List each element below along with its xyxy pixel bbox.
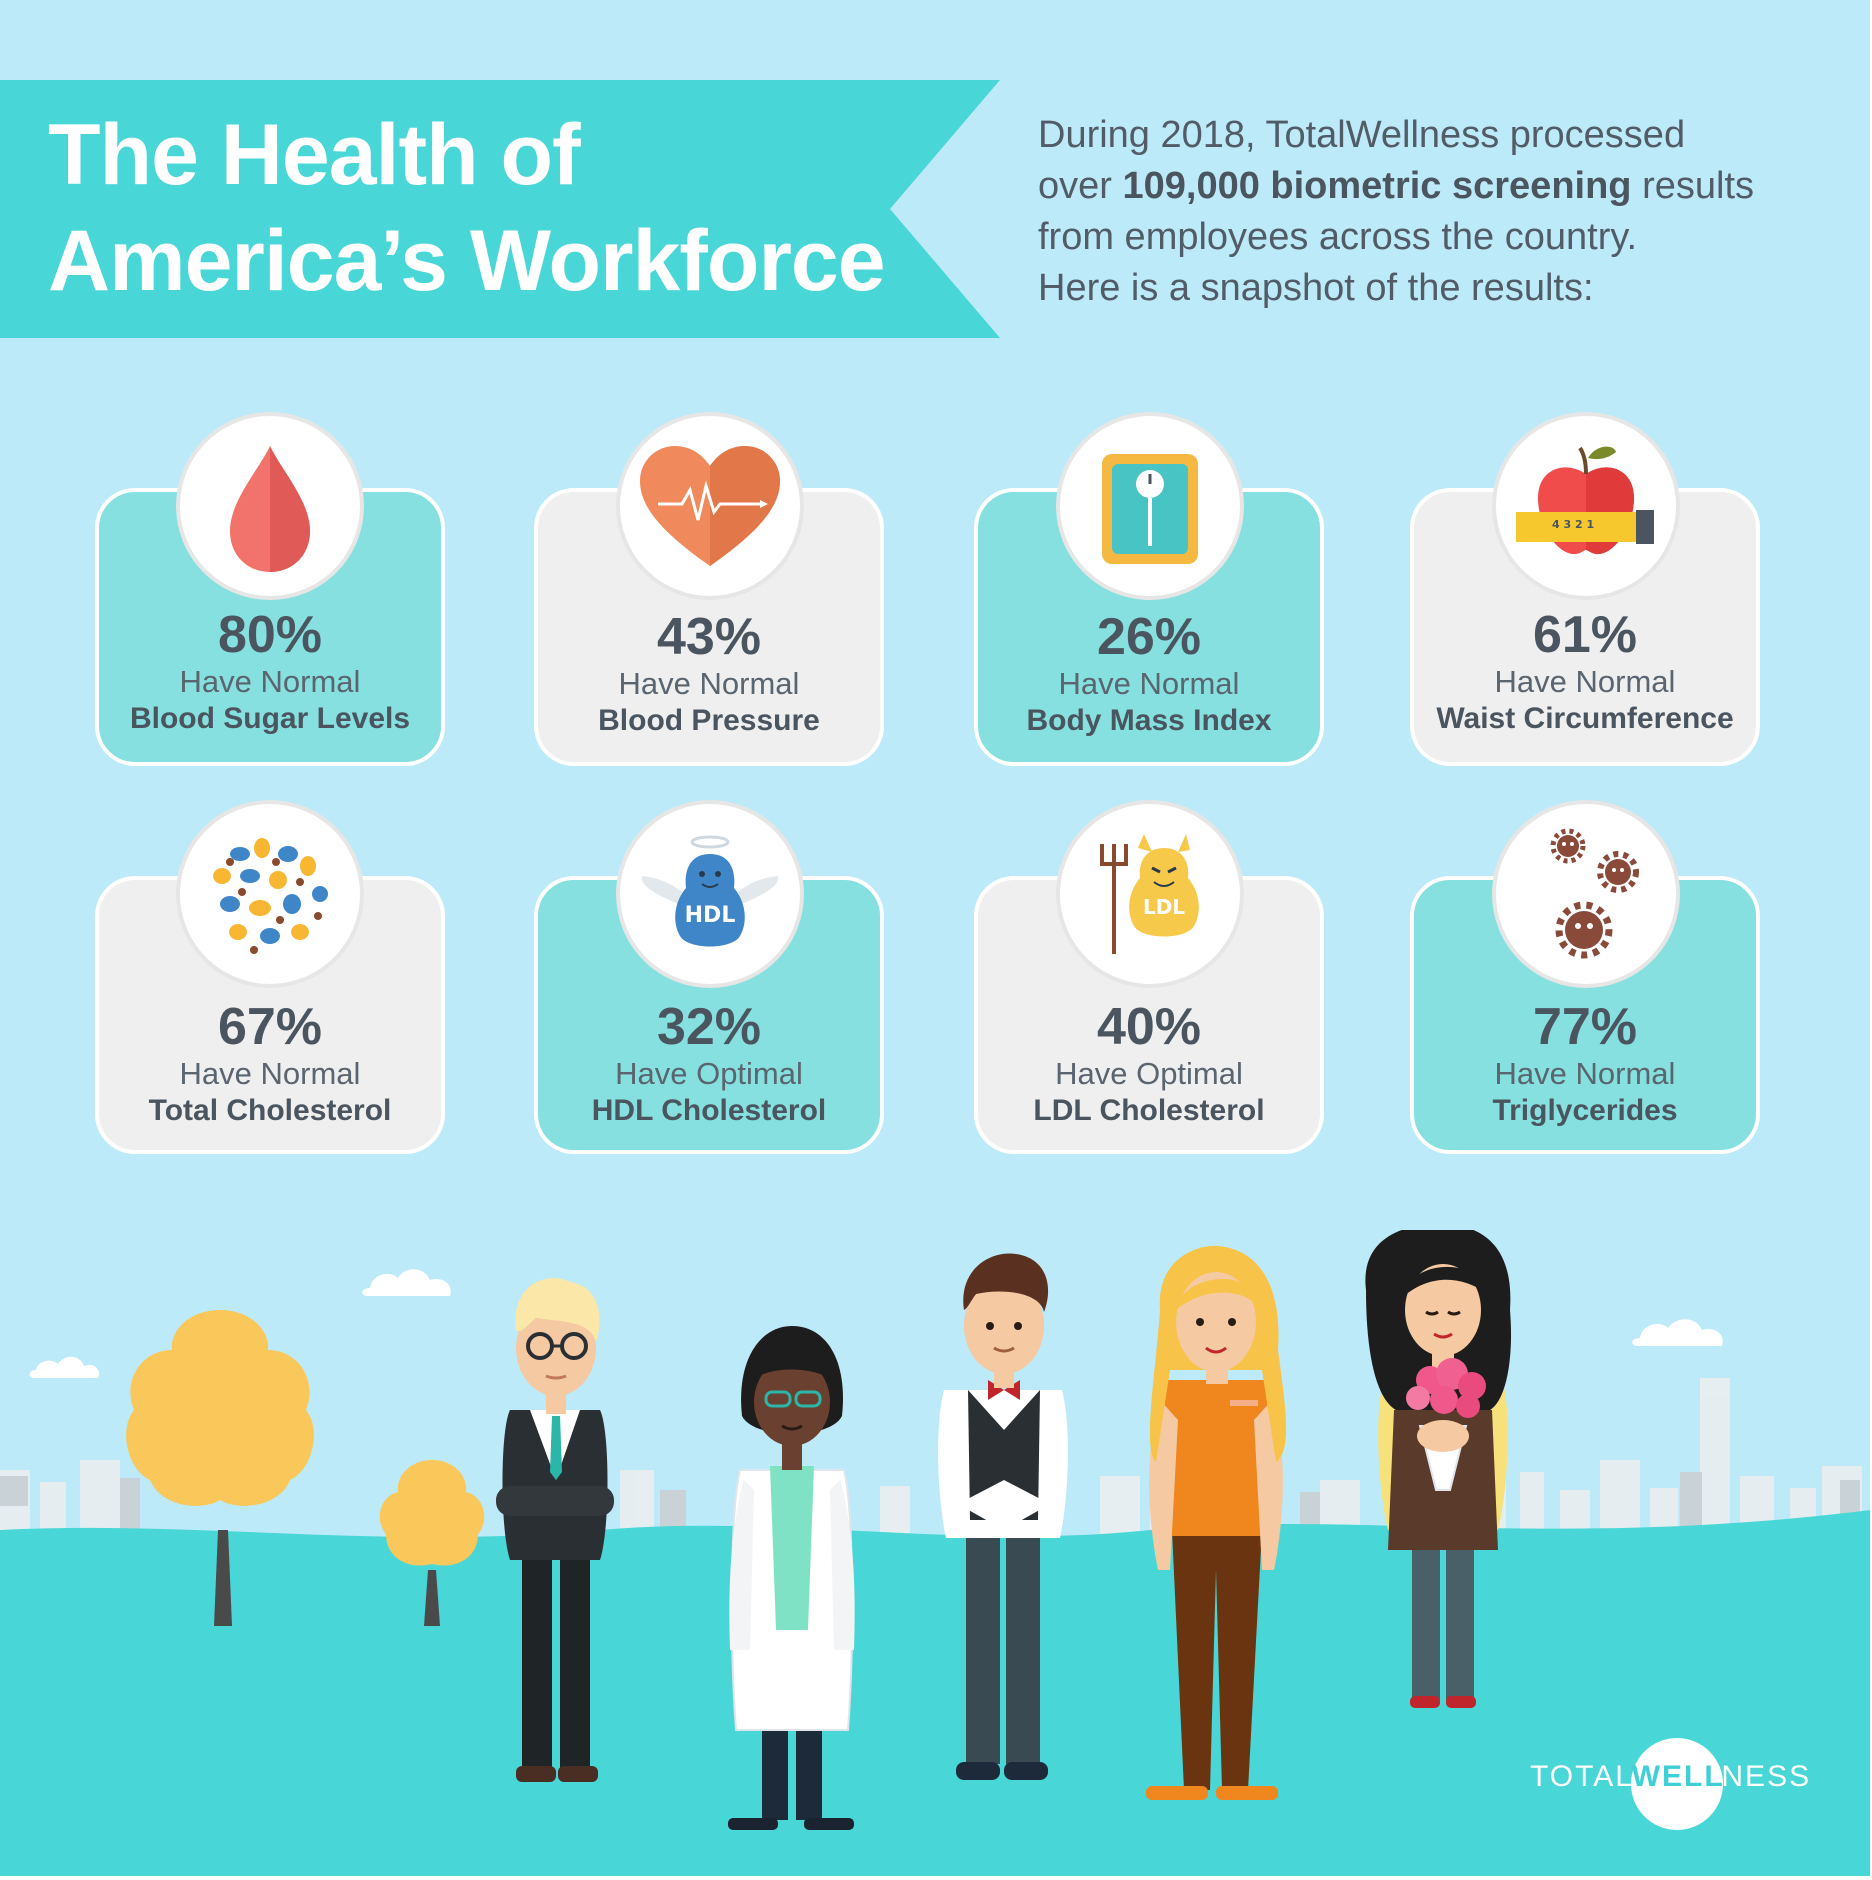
stat-percent: 32% [656, 998, 762, 1056]
icon-circle-total-cholesterol [176, 800, 364, 988]
stat-waist: 61% Have Normal Waist Circumference [1410, 606, 1760, 738]
stat-card-blood-sugar [95, 488, 445, 766]
stat-qualifier: Have Optimal [615, 1056, 803, 1091]
icon-circle-ldl: LDL [1056, 800, 1244, 988]
stat-percent: 26% [1096, 608, 1202, 666]
icon-circle-blood-pressure [616, 412, 804, 600]
ground [0, 1510, 1870, 1876]
stat-total-cholesterol: 67% Have Normal Total Cholesterol [95, 998, 445, 1130]
intro-line-1: During 2018, TotalWellness processed [1038, 114, 1686, 156]
stat-metric: Total Cholesterol [148, 1094, 392, 1127]
logo-part-3: NESS [1721, 1760, 1812, 1793]
intro-line-2-pre: over [1038, 165, 1123, 207]
intro-line-2: over 109,000 biometric screening results [1038, 161, 1858, 212]
logo-part-1: TOTAL [1530, 1760, 1632, 1793]
tape-numbers: 4 3 2 1 [1552, 518, 1594, 531]
businessman-figure [496, 1278, 614, 1782]
stat-percent: 80% [217, 606, 323, 664]
logo-circle [1630, 1738, 1723, 1830]
florist-figure [1365, 1230, 1512, 1708]
stat-blood-sugar: 80% Have Normal Blood Sugar Levels [95, 606, 445, 738]
ldl-devil-icon: LDL [1100, 834, 1199, 954]
stat-metric: Triglycerides [1492, 1094, 1678, 1127]
stat-metric: Blood Sugar Levels [129, 702, 411, 735]
title-banner [0, 80, 1000, 338]
icon-circle-waist: 4 3 2 1 [1492, 412, 1680, 600]
hdl-label: HDL [685, 903, 736, 928]
stat-ldl: 40% Have Optimal LDL Cholesterol [974, 998, 1324, 1130]
intro-text: During 2018, TotalWellness processed ove… [1038, 110, 1858, 314]
stat-percent: 77% [1532, 998, 1638, 1056]
stat-percent: 67% [217, 998, 323, 1056]
stat-metric: HDL Cholesterol [591, 1094, 827, 1127]
stat-metric: LDL Cholesterol [1033, 1094, 1265, 1127]
ldl-label: LDL [1143, 895, 1185, 919]
blood-drop-icon [230, 446, 310, 572]
title-line-2: America’s Workforce [48, 213, 886, 309]
stat-percent: 43% [656, 608, 762, 666]
stat-percent: 40% [1096, 998, 1202, 1056]
doctor-figure [728, 1326, 855, 1830]
stat-qualifier: Have Normal [1494, 664, 1676, 699]
title-line-1: The Health of [48, 107, 581, 203]
icon-circle-hdl: HDL [616, 800, 804, 988]
stat-bmi: 26% Have Normal Body Mass Index [974, 608, 1324, 740]
triglyceride-germs-icon [1550, 828, 1639, 959]
heart-pulse-icon [640, 446, 780, 566]
icon-circle-blood-sugar [176, 412, 364, 600]
stat-qualifier: Have Normal [1494, 1056, 1676, 1091]
stat-qualifier: Have Normal [179, 664, 361, 699]
intro-line-2-post: results [1631, 165, 1754, 207]
stat-triglycerides: 77% Have Normal Triglycerides [1410, 998, 1760, 1130]
apple-tape-icon: 4 3 2 1 [1516, 446, 1654, 555]
stat-metric: Waist Circumference [1436, 702, 1734, 735]
stat-hdl: 32% Have Optimal HDL Cholesterol [534, 998, 884, 1130]
workforce-scene [0, 1230, 1870, 1876]
stat-card-blood-pressure [534, 488, 884, 766]
scale-icon [1102, 454, 1198, 564]
intro-highlight: 109,000 biometric screening [1122, 165, 1632, 207]
cloud-icon [29, 1269, 1723, 1378]
page-title: The Health of America’s Workforce [48, 102, 908, 314]
waiter-figure [938, 1253, 1068, 1780]
tree-icon [126, 1310, 485, 1626]
logo-part-2: WELL [1631, 1760, 1725, 1793]
hdl-angel-icon: HDL [641, 835, 779, 947]
stat-qualifier: Have Normal [179, 1056, 361, 1091]
intro-line-3: from employees across the country. [1038, 216, 1638, 258]
stat-qualifier: Have Optimal [1055, 1056, 1243, 1091]
stat-blood-pressure: 43% Have Normal Blood Pressure [534, 608, 884, 740]
stat-percent: 61% [1532, 606, 1638, 664]
icon-circle-triglycerides [1492, 800, 1680, 988]
stat-qualifier: Have Normal [618, 666, 800, 701]
icon-circle-bmi [1056, 412, 1244, 600]
cholesterol-particles-icon [213, 838, 328, 954]
stat-qualifier: Have Normal [1058, 666, 1240, 701]
stat-metric: Blood Pressure [598, 704, 820, 737]
intro-line-4: Here is a snapshot of the results: [1038, 267, 1594, 309]
retail-worker-figure [1146, 1245, 1287, 1800]
stat-metric: Body Mass Index [1026, 704, 1272, 737]
totalwellness-logo: TOTALWELLNESS [1530, 1760, 1811, 1794]
